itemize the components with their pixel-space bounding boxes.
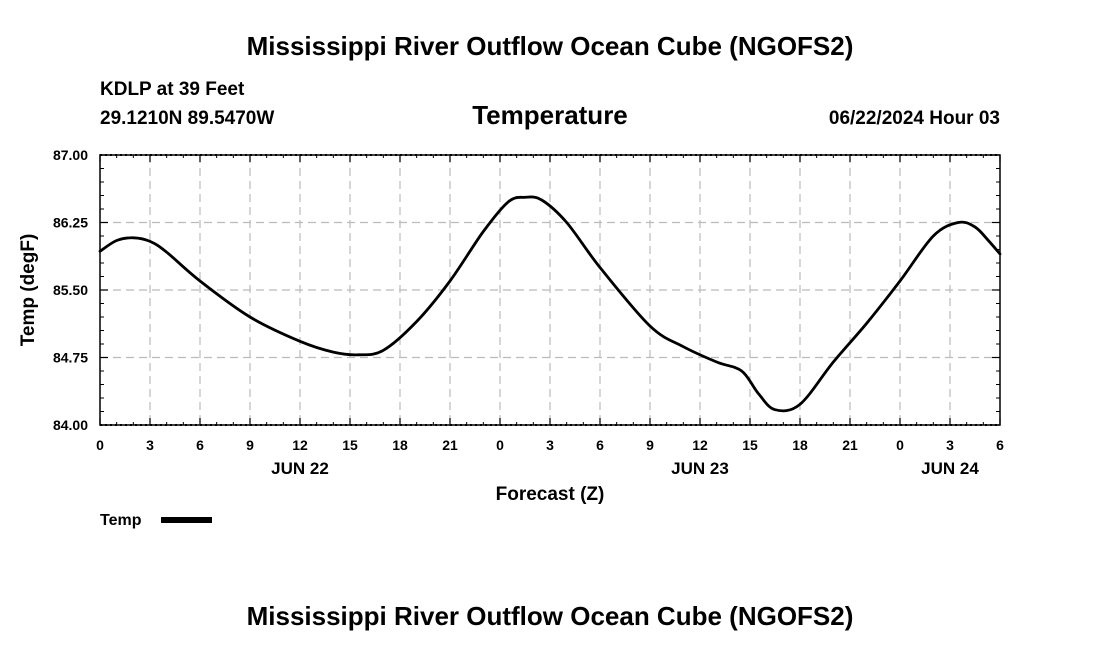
x-tick-label: 0 [496, 437, 504, 453]
x-tick-label: 21 [442, 437, 458, 453]
date-label: JUN 24 [921, 459, 979, 478]
x-tick-label: 0 [896, 437, 904, 453]
forecast-datetime: 06/22/2024 Hour 03 [829, 108, 1000, 129]
date-label: JUN 23 [671, 459, 729, 478]
x-tick-label: 15 [742, 437, 758, 453]
chart-title: Temperature [472, 100, 628, 130]
date-labels: JUN 22 JUN 23 JUN 24 [271, 459, 979, 478]
x-tick-label: 6 [596, 437, 604, 453]
series-group [98, 195, 1002, 413]
x-tick-label: 6 [196, 437, 204, 453]
legend: Temp [100, 512, 212, 529]
y-tick-label: 87.00 [53, 147, 88, 163]
y-tick-label: 84.75 [53, 350, 88, 366]
x-tick-label: 0 [96, 437, 104, 453]
station-coordinates: 29.1210N 89.5470W [100, 108, 274, 129]
x-tick-label: 12 [692, 437, 708, 453]
y-tick-labels: 84.00 84.75 85.50 86.25 87.00 [53, 147, 88, 433]
main-title: Mississippi River Outflow Ocean Cube (NG… [247, 31, 854, 61]
x-tick-label: 9 [646, 437, 654, 453]
legend-label: Temp [100, 512, 142, 529]
x-tick-label: 15 [342, 437, 358, 453]
x-tick-label: 3 [946, 437, 954, 453]
y-axis-label: Temp (degF) [18, 234, 39, 347]
series-line-temp [98, 195, 1002, 413]
x-tick-label: 3 [146, 437, 154, 453]
x-tick-label: 6 [996, 437, 1004, 453]
x-tick-label: 18 [392, 437, 408, 453]
station-label: KDLP at 39 Feet [100, 79, 245, 100]
grid [100, 155, 1000, 425]
axis-ticks [99, 154, 1001, 426]
y-tick-label: 84.00 [53, 417, 88, 433]
x-tick-label: 9 [246, 437, 254, 453]
x-axis-label: Forecast (Z) [496, 484, 605, 505]
y-tick-label: 85.50 [53, 282, 88, 298]
x-tick-label: 21 [842, 437, 858, 453]
footer-title: Mississippi River Outflow Ocean Cube (NG… [247, 601, 854, 631]
x-tick-label: 18 [792, 437, 808, 453]
date-label: JUN 22 [271, 459, 329, 478]
x-tick-labels: 0 3 6 9 12 15 18 21 0 3 6 9 12 15 18 21 0 3 6 [96, 437, 1004, 453]
x-tick-label: 12 [292, 437, 308, 453]
y-tick-label: 86.25 [53, 215, 88, 231]
x-tick-label: 3 [546, 437, 554, 453]
